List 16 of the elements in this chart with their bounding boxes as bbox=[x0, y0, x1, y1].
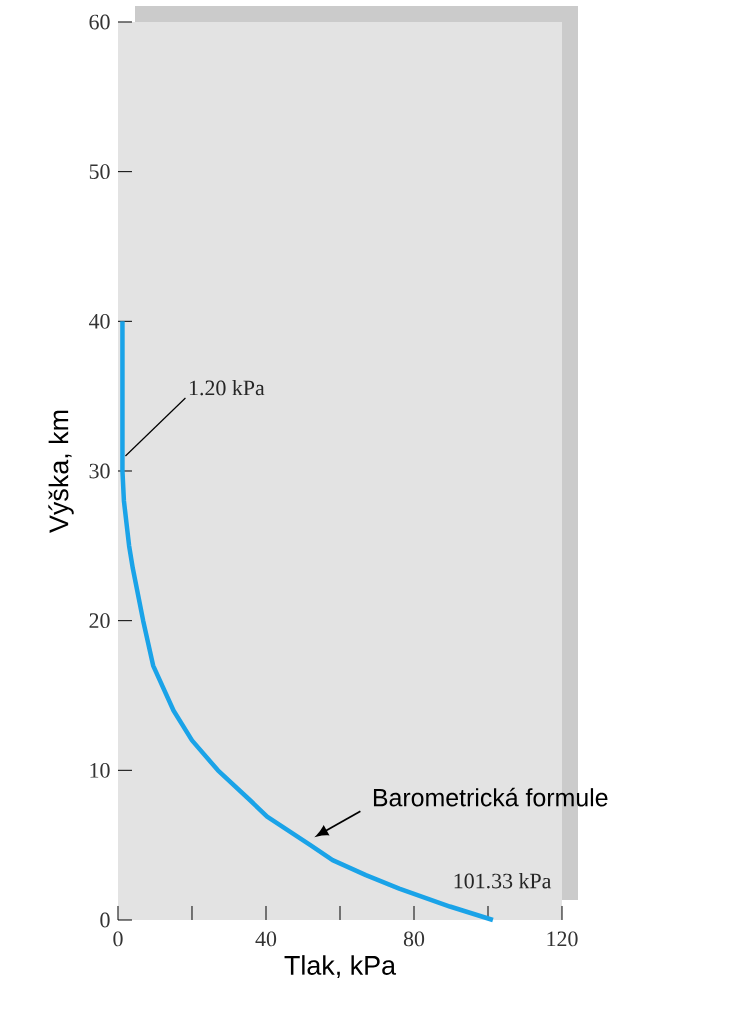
y-tick-label: 30 bbox=[89, 463, 110, 479]
y-tick-label: 0 bbox=[100, 912, 110, 928]
x-tick-label: 0 bbox=[113, 931, 123, 947]
y-tick-label: 20 bbox=[89, 613, 110, 629]
x-axis-title: Tlak, kPa bbox=[284, 955, 397, 979]
x-tick-label: 40 bbox=[255, 931, 277, 947]
x-tick-label: 80 bbox=[403, 931, 425, 947]
y-tick-label: 50 bbox=[89, 164, 110, 180]
y-axis-title: Výška, km bbox=[48, 410, 74, 533]
annotation: 101.33 kPa bbox=[454, 872, 552, 889]
y-tick-label: 60 bbox=[89, 14, 110, 30]
y-tick-label: 10 bbox=[90, 762, 110, 778]
y-tick-label: 40 bbox=[88, 313, 110, 329]
x-tick-label: 120 bbox=[547, 931, 578, 947]
annotation: 1.20 kPa bbox=[189, 379, 265, 396]
annotation: Barometrická formule bbox=[373, 787, 608, 807]
